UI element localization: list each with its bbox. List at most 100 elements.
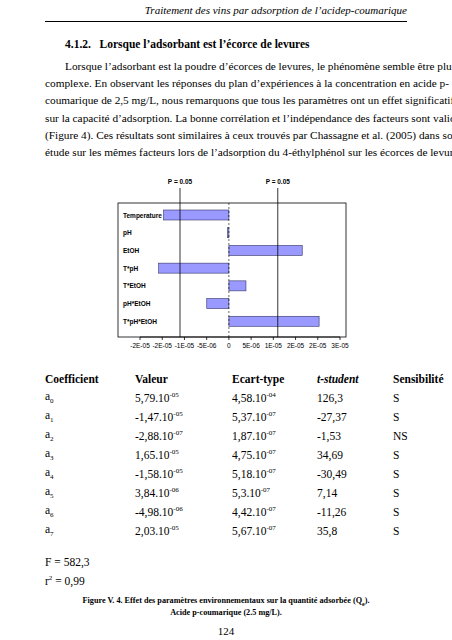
paragraph-line: Lorsque l’adsorbant est la poudre d’écor… bbox=[65, 59, 407, 73]
cell-exponent: -05 bbox=[170, 391, 179, 399]
table-cell: a5 bbox=[45, 483, 135, 502]
bar bbox=[229, 316, 319, 326]
x-tick bbox=[340, 337, 341, 340]
table-cell: -30,49 bbox=[317, 464, 393, 483]
table-cell: -1,47.10-05 bbox=[135, 407, 232, 426]
r-squared-symbol: r bbox=[45, 575, 49, 587]
cell-text: 5,18.10 bbox=[232, 468, 267, 480]
header-rule bbox=[45, 21, 407, 22]
section-title: 4.1.2. Lorsque l’adsorbant est l’écorce … bbox=[65, 38, 310, 50]
cell-exponent: -07 bbox=[267, 524, 276, 532]
cell-exponent: -04 bbox=[267, 391, 276, 399]
cell-text: a bbox=[45, 466, 50, 478]
x-tick-label: 5E-06 bbox=[242, 342, 260, 349]
cell-text: a bbox=[45, 409, 50, 421]
cell-subscript: 2 bbox=[50, 435, 54, 443]
page-number: 124 bbox=[0, 625, 452, 637]
x-tick bbox=[206, 337, 207, 340]
table-cell: 3,84.10-06 bbox=[135, 483, 232, 502]
cell-text: 5,37.10 bbox=[232, 411, 267, 423]
paragraph-line: étude sur les mêmes facteurs lors de l’a… bbox=[45, 145, 407, 159]
bar bbox=[159, 263, 229, 273]
f-statistic: F = 582,3 bbox=[45, 556, 90, 568]
coefficient-table: CoefficientValeurEcart-typet-studentSens… bbox=[45, 369, 450, 540]
table-row: a05,79.10-054,58.10-04126,3S bbox=[45, 388, 450, 407]
cell-subscript: 4 bbox=[50, 473, 54, 481]
cell-subscript: 6 bbox=[50, 511, 54, 519]
cell-exponent: -05 bbox=[173, 467, 182, 475]
cell-exponent: -05 bbox=[173, 410, 182, 418]
table-cell: S bbox=[393, 464, 450, 483]
category-label: EtOH bbox=[123, 247, 140, 254]
cell-text: 35,8 bbox=[317, 525, 337, 537]
bar bbox=[164, 210, 229, 220]
category-label: T*pH*EtOH bbox=[123, 318, 157, 326]
cell-text: -1,58.10 bbox=[135, 468, 173, 480]
caption-subscript: e bbox=[362, 601, 365, 607]
table-cell: a0 bbox=[45, 388, 135, 407]
table-cell: 1,87.10-07 bbox=[232, 426, 317, 445]
cell-text: a bbox=[45, 485, 50, 497]
table-cell: 5,3.10-07 bbox=[232, 483, 317, 502]
cell-text: S bbox=[393, 506, 399, 518]
x-tick bbox=[295, 337, 296, 340]
cell-text: a bbox=[45, 447, 50, 459]
x-tick-label: 0 bbox=[227, 342, 231, 349]
cell-text: 3,84.10 bbox=[135, 487, 170, 499]
table-cell: S bbox=[393, 445, 450, 464]
cell-text: S bbox=[393, 468, 399, 480]
table-cell: 5,67.10-07 bbox=[232, 521, 317, 540]
x-tick-label: 2E-05 bbox=[287, 342, 305, 349]
cell-text: S bbox=[393, 525, 399, 537]
column-header: Coefficient bbox=[45, 369, 135, 388]
cell-text: 5,67.10 bbox=[232, 525, 267, 537]
table-cell: a2 bbox=[45, 426, 135, 445]
table-row: a53,84.10-065,3.10-077,14S bbox=[45, 483, 450, 502]
cell-text: a bbox=[45, 523, 50, 535]
cell-text: 4,75.10 bbox=[232, 449, 267, 461]
caption-text: Figure V. 4. Effet des paramètres enviro… bbox=[83, 596, 363, 605]
table-row: a72,03.10-055,67.10-0735,8S bbox=[45, 521, 450, 540]
cell-text: S bbox=[393, 392, 399, 404]
r-squared-value: = 0,99 bbox=[52, 575, 84, 587]
table-row: a2-2,88.10-071,87.10-07-1,53NS bbox=[45, 426, 450, 445]
x-tick-label: -5E-06 bbox=[197, 342, 217, 349]
table-cell: 2,03.10-05 bbox=[135, 521, 232, 540]
column-header: Sensibilité bbox=[393, 369, 450, 388]
x-tick bbox=[228, 337, 229, 340]
caption-text: ). bbox=[365, 596, 370, 605]
x-tick-label: 3E-05 bbox=[331, 342, 349, 349]
table-cell: -4,98.10-06 bbox=[135, 502, 232, 521]
category-label: T*EtOH bbox=[123, 282, 146, 289]
table-row: a1-1,47.10-055,37.10-07-27,37S bbox=[45, 407, 450, 426]
table-cell: 1,65.10-05 bbox=[135, 445, 232, 464]
cell-text: -1,53 bbox=[317, 430, 341, 442]
caption-line: Figure V. 4. Effet des paramètres enviro… bbox=[0, 596, 452, 607]
table-row: a6-4,98.10-064,42.10-07-11,26S bbox=[45, 502, 450, 521]
column-header: Valeur bbox=[135, 369, 232, 388]
cell-subscript: 5 bbox=[50, 492, 54, 500]
table-cell: a6 bbox=[45, 502, 135, 521]
table-cell: S bbox=[393, 483, 450, 502]
x-tick bbox=[162, 337, 163, 340]
cell-exponent: -05 bbox=[170, 448, 179, 456]
paragraph-line: complexe. En observant les réponses du p… bbox=[45, 76, 407, 90]
cell-text: 5,79.10 bbox=[135, 392, 170, 404]
cell-subscript: 1 bbox=[50, 416, 54, 424]
table-cell: 4,58.10-04 bbox=[232, 388, 317, 407]
reference-label: P = 0.05 bbox=[266, 178, 291, 185]
cell-exponent: -07 bbox=[267, 467, 276, 475]
cell-exponent: -07 bbox=[173, 429, 182, 437]
reference-line bbox=[180, 188, 181, 337]
cell-exponent: -07 bbox=[267, 410, 276, 418]
cell-text: 34,69 bbox=[317, 449, 343, 461]
bars bbox=[159, 210, 319, 326]
table-cell: -1,58.10-05 bbox=[135, 464, 232, 483]
zero-line bbox=[228, 203, 229, 337]
bar bbox=[207, 299, 229, 309]
cell-exponent: -07 bbox=[267, 505, 276, 513]
cell-exponent: -07 bbox=[267, 429, 276, 437]
cell-text: -2,88.10 bbox=[135, 430, 173, 442]
table-cell: a3 bbox=[45, 445, 135, 464]
x-tick bbox=[273, 337, 274, 340]
